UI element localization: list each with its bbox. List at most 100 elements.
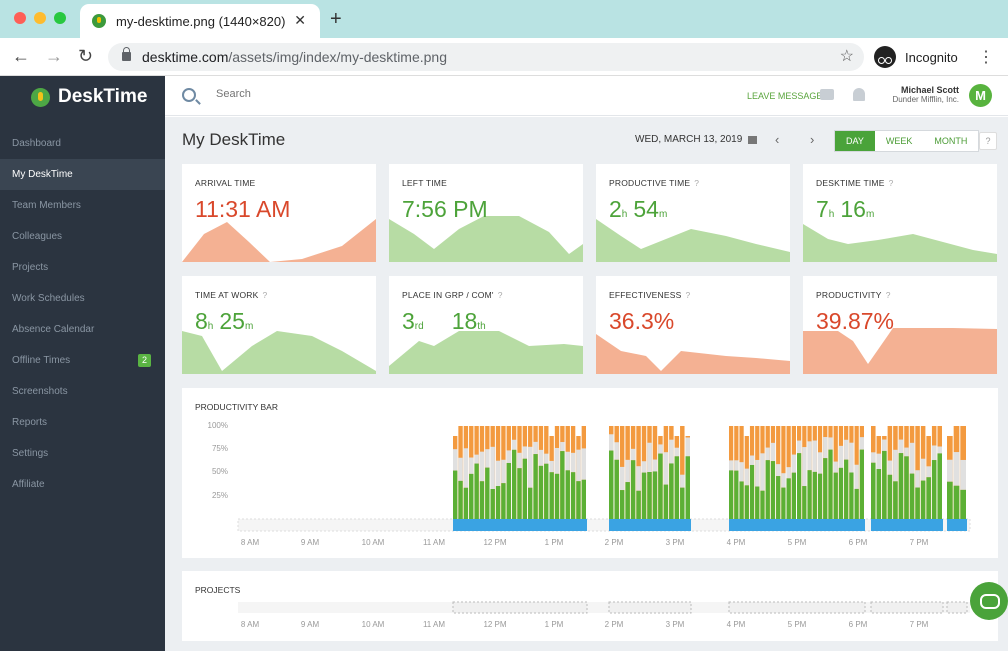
forward-arrow-icon[interactable]: →	[45, 46, 63, 66]
bookmark-star-icon[interactable]: ☆	[839, 48, 854, 65]
reload-icon[interactable]: ↻	[78, 46, 94, 66]
avatar[interactable]: M	[969, 84, 992, 107]
sidebar-item-label: Team Members	[12, 200, 81, 211]
help-circle-icon[interactable]: ?	[885, 290, 891, 300]
bar-neutral	[960, 459, 966, 490]
bar-neutral	[807, 441, 812, 471]
bar-productive	[744, 485, 749, 519]
address-bar[interactable]: desktime.com/assets/img/index/my-desktim…	[108, 43, 864, 71]
help-icon[interactable]: ?	[979, 132, 997, 150]
calendar-icon[interactable]	[748, 136, 757, 144]
stat-label-text: LEFT TIME	[402, 178, 447, 188]
bar-neutral	[669, 439, 674, 464]
help-circle-icon[interactable]: ?	[888, 178, 894, 188]
stat-value-unit: m	[658, 209, 668, 220]
bar-neutral	[630, 448, 636, 461]
sidebar-item-colleagues[interactable]: Colleagues	[0, 221, 165, 252]
sidebar-item-reports[interactable]: Reports	[0, 407, 165, 438]
period-week-button[interactable]: WEEK	[885, 136, 913, 146]
period-month-button[interactable]: MONTH	[934, 136, 968, 146]
bar-neutral	[636, 466, 641, 491]
stat-value-number: 7	[816, 196, 829, 222]
bell-icon[interactable]	[853, 88, 865, 101]
stat-value: 39.87%	[816, 308, 895, 334]
bar-productive	[619, 490, 625, 519]
tab-title: my-desktime.png (1440×820)	[116, 13, 286, 29]
help-circle-icon[interactable]: ?	[497, 290, 503, 300]
close-window-button[interactable]	[14, 12, 26, 24]
sidebar-item-affiliate[interactable]: Affiliate	[0, 469, 165, 500]
bar-productive	[797, 453, 802, 519]
bar-neutral	[915, 470, 920, 488]
message-icon[interactable]	[820, 89, 834, 100]
sidebar-item-team-members[interactable]: Team Members	[0, 190, 165, 221]
bar-neutral	[544, 453, 549, 464]
browser-menu-icon[interactable]: ⋮	[978, 49, 994, 66]
sidebar-item-label: Colleagues	[12, 231, 63, 242]
help-circle-icon[interactable]: ?	[685, 290, 691, 300]
bar-productive	[554, 473, 560, 519]
browser-tab[interactable]: my-desktime.png (1440×820) ✕	[80, 4, 320, 38]
bar-productive	[506, 462, 511, 519]
user-company: Dunder Mifflin, Inc.	[892, 95, 959, 104]
sparkline-shape	[389, 216, 583, 262]
y-tick-label: 25%	[212, 491, 228, 500]
projects-x-tick-label: 12 PM	[483, 620, 506, 629]
help-circle-icon[interactable]: ?	[262, 290, 268, 300]
bar-productive	[630, 460, 636, 519]
x-tick-label: 6 PM	[849, 538, 868, 547]
sidebar-item-label: Dashboard	[12, 138, 61, 149]
incognito-indicator[interactable]: Incognito	[874, 44, 958, 70]
maximize-window-button[interactable]	[54, 12, 66, 24]
next-day-icon[interactable]: ›	[810, 132, 815, 147]
bar-productive	[904, 456, 909, 519]
bar-productive	[849, 472, 854, 519]
bar-productive	[549, 472, 554, 519]
sparkline-area	[596, 219, 790, 262]
stat-label: DESKTIME TIME?	[816, 178, 894, 188]
bar-neutral	[904, 447, 909, 457]
sidebar-item-work-schedules[interactable]: Work Schedules	[0, 283, 165, 314]
projects-x-tick-label: 10 AM	[362, 620, 385, 629]
sidebar-item-my-desktime[interactable]: My DeskTime	[0, 159, 165, 190]
projects-x-tick-label: 1 PM	[545, 620, 564, 629]
stat-value-unit: rd	[414, 321, 424, 332]
stat-value-unit: m	[865, 209, 875, 220]
browser-tabstrip: my-desktime.png (1440×820) ✕ +	[0, 0, 1008, 38]
projects-x-tick-label: 5 PM	[788, 620, 807, 629]
sidebar-item-settings[interactable]: Settings	[0, 438, 165, 469]
stat-card-productivity: PRODUCTIVITY? 39.87%	[803, 276, 997, 374]
window-controls	[14, 12, 66, 24]
stat-card-place-in-grp-com: PLACE IN GRP / COM'? 3rd 18th	[389, 276, 583, 374]
bar-neutral	[817, 452, 823, 474]
sidebar-item-absence-calendar[interactable]: Absence Calendar	[0, 314, 165, 345]
bar-neutral	[469, 457, 474, 474]
leave-message-link[interactable]: LEAVE MESSAGE	[747, 91, 823, 101]
bar-productive	[893, 481, 898, 519]
bar-productive	[685, 456, 690, 519]
sidebar-item-label: Affiliate	[12, 479, 45, 490]
search-icon[interactable]	[182, 88, 196, 102]
x-tick-label: 11 AM	[423, 538, 445, 547]
stat-label: EFFECTIVENESS?	[609, 290, 690, 300]
search-input[interactable]	[216, 88, 416, 100]
period-day-button[interactable]: DAY	[835, 131, 875, 151]
sidebar-item-offline-times[interactable]: Offline Times 2	[0, 345, 165, 376]
close-tab-icon[interactable]: ✕	[294, 12, 306, 28]
minimize-window-button[interactable]	[34, 12, 46, 24]
date-picker[interactable]: WED, MARCH 13, 2019	[635, 134, 743, 145]
sidebar-item-screenshots[interactable]: Screenshots	[0, 376, 165, 407]
back-arrow-icon[interactable]: ←	[12, 46, 30, 66]
active-time-segment	[729, 519, 865, 531]
sidebar-item-projects[interactable]: Projects	[0, 252, 165, 283]
new-tab-icon[interactable]: +	[330, 8, 342, 30]
sidebar-item-dashboard[interactable]: Dashboard	[0, 128, 165, 159]
projects-x-tick-label: 2 PM	[605, 620, 624, 629]
help-circle-icon[interactable]: ?	[694, 178, 700, 188]
brand-logo[interactable]: DeskTime	[31, 86, 147, 108]
chat-icon[interactable]	[970, 582, 1008, 620]
user-info[interactable]: Michael Scott Dunder Mifflin, Inc.	[885, 85, 959, 104]
bar-productive	[791, 472, 796, 519]
prev-day-icon[interactable]: ‹	[775, 132, 780, 147]
bar-productive	[931, 460, 937, 519]
